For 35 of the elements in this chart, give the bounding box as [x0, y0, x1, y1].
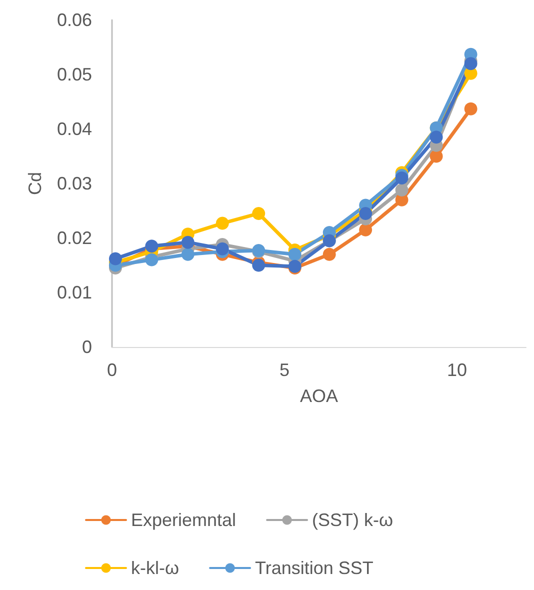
legend-label: (SST) k-ω: [312, 510, 394, 530]
y-axis-title: Cd: [25, 172, 45, 196]
y-tick-label: 0.06: [56, 10, 92, 30]
point: [181, 248, 194, 261]
y-tick-label: 0.03: [56, 174, 92, 194]
point: [464, 102, 478, 116]
point: [430, 150, 443, 163]
point: [252, 206, 266, 220]
y-tick-label: 0.04: [56, 119, 92, 139]
point: [359, 206, 372, 220]
legend-label: k-kl-ω: [131, 558, 180, 578]
legend-label: Experiemntal: [131, 510, 236, 530]
point: [216, 242, 229, 256]
x-tick-label: 5: [279, 360, 290, 380]
x-axis-title: AOA: [300, 386, 338, 406]
point: [145, 240, 158, 253]
y-tick-label: 0: [82, 337, 92, 357]
y-tick-label: 0.01: [56, 282, 92, 302]
point: [216, 216, 229, 230]
point: [395, 172, 408, 185]
point: [181, 236, 194, 249]
y-tick-label: 0.05: [56, 64, 92, 84]
point: [288, 248, 302, 261]
point: [430, 130, 443, 144]
point: [145, 253, 158, 266]
y-tick-label: 0.02: [56, 228, 92, 248]
point: [359, 223, 372, 236]
point: [464, 57, 478, 70]
legend-label: Transition SST: [255, 558, 374, 578]
point: [395, 184, 408, 197]
point: [108, 252, 122, 266]
point: [322, 248, 336, 261]
x-tick-label: 10: [446, 360, 468, 380]
x-tick-label: 0: [106, 360, 118, 380]
point: [252, 258, 266, 272]
